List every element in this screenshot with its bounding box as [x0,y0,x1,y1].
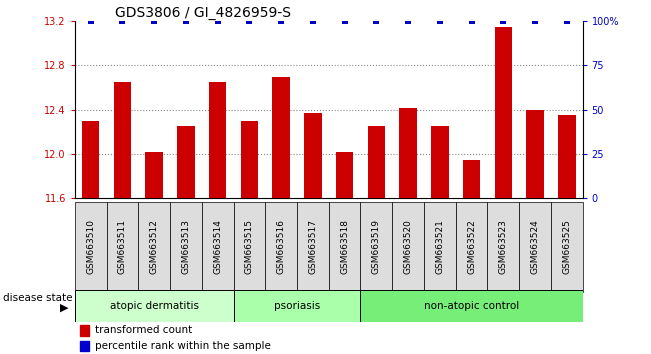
Bar [75,290,234,322]
Text: GSM663510: GSM663510 [86,219,95,274]
Bar [399,108,417,198]
Text: ▶: ▶ [60,303,68,313]
Bar [145,152,163,198]
Text: non-atopic control: non-atopic control [424,301,519,311]
Bar [456,202,488,292]
Point [562,18,572,24]
Text: GSM663513: GSM663513 [182,219,191,274]
Point [530,18,540,24]
Bar [551,202,583,292]
Bar [234,290,361,322]
Bar [329,202,361,292]
Text: disease state: disease state [3,293,73,303]
Bar [177,126,195,198]
Point [117,18,128,24]
Bar [424,202,456,292]
Text: GDS3806 / GI_4826959-S: GDS3806 / GI_4826959-S [115,6,292,20]
Point [498,18,508,24]
Text: atopic dermatitis: atopic dermatitis [110,301,199,311]
Text: GSM663521: GSM663521 [436,219,445,274]
Text: GSM663518: GSM663518 [340,219,349,274]
Text: percentile rank within the sample: percentile rank within the sample [95,341,271,352]
Point [85,18,96,24]
Bar [519,202,551,292]
Bar [202,202,234,292]
Point [149,18,159,24]
Bar [392,202,424,292]
Bar [107,202,138,292]
Bar [495,27,512,198]
Bar [361,290,583,322]
Bar [558,115,575,198]
Bar [297,202,329,292]
Bar [266,202,297,292]
Point [276,18,286,24]
Text: GSM663524: GSM663524 [531,219,540,274]
Point [181,18,191,24]
Bar [80,325,89,336]
Bar [75,202,107,292]
Text: GSM663525: GSM663525 [562,219,572,274]
Point [435,18,445,24]
Text: GSM663523: GSM663523 [499,219,508,274]
Bar [431,126,449,198]
Bar [80,341,89,352]
Text: GSM663515: GSM663515 [245,219,254,274]
Point [308,18,318,24]
Text: GSM663511: GSM663511 [118,219,127,274]
Bar [234,202,266,292]
Text: transformed count: transformed count [95,325,193,336]
Bar [241,121,258,198]
Text: GSM663517: GSM663517 [309,219,318,274]
Point [339,18,350,24]
Bar [170,202,202,292]
Bar [114,82,132,198]
Bar [488,202,519,292]
Bar [272,76,290,198]
Bar [361,202,392,292]
Text: GSM663519: GSM663519 [372,219,381,274]
Text: psoriasis: psoriasis [274,301,320,311]
Text: GSM663512: GSM663512 [150,219,159,274]
Bar [139,202,170,292]
Text: GSM663522: GSM663522 [467,219,476,274]
Text: GSM663520: GSM663520 [404,219,413,274]
Point [403,18,413,24]
Bar [336,152,353,198]
Point [212,18,223,24]
Bar [526,110,544,198]
Point [371,18,381,24]
Bar [368,126,385,198]
Text: GSM663516: GSM663516 [277,219,286,274]
Point [466,18,477,24]
Bar [304,113,322,198]
Bar [209,82,227,198]
Point [244,18,255,24]
Bar [463,160,480,198]
Bar [82,121,100,198]
Text: GSM663514: GSM663514 [213,219,222,274]
